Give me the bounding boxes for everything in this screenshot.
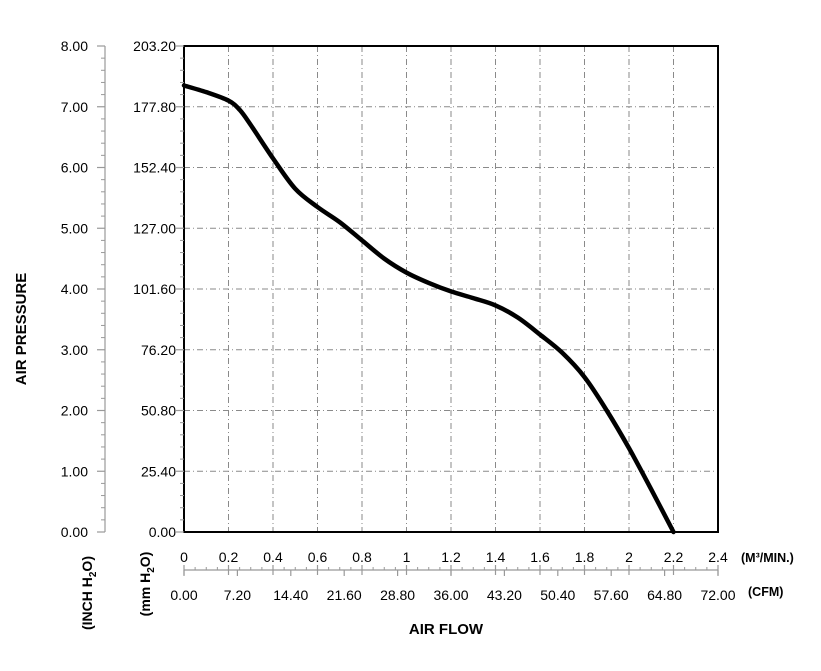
y-inch-tick-label: 2.00 [61,403,88,419]
x-cfm-tick-label: 43.20 [487,587,522,603]
x-cfm-tick-label: 50.40 [540,587,575,603]
y-inch-tick-label: 4.00 [61,281,88,297]
y-mm-tick-label: 152.40 [133,160,176,176]
y-inch-tick-label: 1.00 [61,463,88,479]
y-mm-tick-label: 76.20 [141,342,176,358]
tick-labels: 0.00 1.00 2.00 3.00 4.00 5.00 6.00 7.00 8.00 0.00… [61,38,736,603]
x-m3-tick-label: 1.2 [441,549,461,565]
x-axis-unit-cfm: (CFM) [748,585,783,599]
y-mm-tick-label: 0.00 [149,524,176,540]
x-cfm-tick-label: 7.20 [224,587,251,603]
y-mm-tick-label: 101.60 [133,281,176,297]
x-m3-tick-label: 1 [403,549,411,565]
x-m3-tick-label: 1.8 [575,549,595,565]
x-cfm-tick-label: 72.00 [700,587,735,603]
y-inch-tick-label: 7.00 [61,99,88,115]
y-inch-tick-label: 5.00 [61,220,88,236]
y-mm-tick-label: 203.20 [133,38,176,54]
x-m3-tick-label: 2.2 [664,549,684,565]
x-m3-tick-label: 1.4 [486,549,506,565]
x-cfm-tick-label: 14.40 [273,587,308,603]
x-m3-tick-label: 0.2 [219,549,239,565]
x-axis-unit-m3: (M³/MIN.) [741,551,794,565]
series [181,83,676,535]
y-mm-tick-label: 25.40 [141,463,176,479]
y-mm-tick-label: 127.00 [133,220,176,236]
grid [184,46,718,532]
x-m3-tick-label: 0 [180,549,188,565]
x-m3-tick-label: 0.6 [308,549,328,565]
x-cfm-tick-label: 64.80 [647,587,682,603]
pq-curve-line [181,83,676,535]
axes [97,45,719,576]
y-mm-tick-label: 177.80 [133,99,176,115]
x-cfm-tick-label: 28.80 [380,587,415,603]
y-inch-tick-label: 3.00 [61,342,88,358]
y-inch-tick-label: 6.00 [61,160,88,176]
x-m3-tick-label: 2 [625,549,633,565]
y-axis-title: AIR PRESSURE [13,273,30,386]
x-m3-tick-label: 0.8 [352,549,372,565]
x-cfm-tick-label: 36.00 [433,587,468,603]
x-axis-title: AIR FLOW [409,621,484,638]
x-m3-tick-label: 0.4 [263,549,283,565]
y-inch-tick-label: 8.00 [61,38,88,54]
x-m3-tick-label: 2.4 [708,549,728,565]
y-axis-unit-mm: (mm H2O) [137,552,157,617]
y-inch-tick-label: 0.00 [61,524,88,540]
x-m3-tick-label: 1.6 [530,549,550,565]
x-cfm-tick-label: 57.60 [594,587,629,603]
y-mm-tick-label: 50.80 [141,403,176,419]
x-cfm-tick-label: 21.60 [327,587,362,603]
x-cfm-tick-label: 0.00 [170,587,197,603]
y-axis-unit-inch: (INCH H2O) [79,556,99,630]
